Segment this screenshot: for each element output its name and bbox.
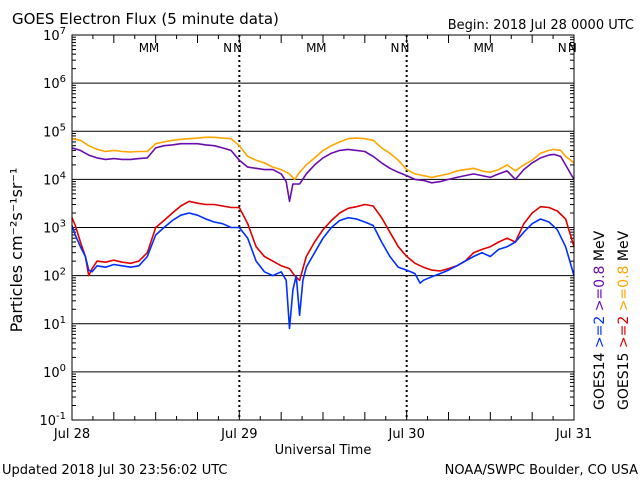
legend-entry: >=0.8 bbox=[616, 266, 632, 316]
legend-entry: MeV bbox=[616, 230, 632, 265]
updated-label: Updated 2018 Jul 30 23:56:02 UTC bbox=[2, 463, 227, 478]
chart-title: GOES Electron Flux (5 minute data) bbox=[12, 10, 279, 28]
x-tick-label: Jul 29 bbox=[220, 427, 257, 442]
y-tick-label: 103 bbox=[43, 219, 66, 237]
y-tick-label: 107 bbox=[43, 26, 66, 44]
begin-label: Begin: 2018 Jul 28 0000 UTC bbox=[448, 18, 634, 33]
mn-marker: M bbox=[483, 41, 493, 55]
legend-entry: >=0.8 bbox=[592, 266, 608, 316]
legend-entry: GOES14 bbox=[592, 352, 608, 410]
series-line bbox=[71, 212, 575, 330]
mn-marker: M bbox=[473, 41, 483, 55]
y-tick-label: 106 bbox=[43, 74, 66, 92]
series-line bbox=[71, 142, 575, 203]
plot-frame bbox=[71, 34, 575, 421]
legend-entry: GOES15 bbox=[616, 353, 632, 410]
y-tick-label: 105 bbox=[43, 122, 66, 140]
mn-marker: N bbox=[401, 41, 410, 55]
mn-marker: M bbox=[139, 41, 149, 55]
legend-goes15: GOES15 >=2 >=0.8 MeV bbox=[616, 230, 632, 410]
mn-marker: M bbox=[306, 41, 316, 55]
y-axis-label: Particles cm⁻²s⁻¹sr⁻¹ bbox=[7, 168, 26, 333]
y-tick-label: 100 bbox=[43, 363, 66, 381]
legend-entry: >=2 bbox=[616, 316, 632, 353]
y-tick-label: 101 bbox=[43, 315, 66, 333]
legend-entry: >=2 bbox=[592, 316, 608, 353]
x-tick-label: Jul 28 bbox=[53, 427, 90, 442]
credit-label: NOAA/SWPC Boulder, CO USA bbox=[445, 463, 638, 478]
mn-marker: N bbox=[223, 41, 232, 55]
mn-marker: N bbox=[233, 41, 242, 55]
x-tick-label: Jul 30 bbox=[387, 427, 424, 442]
mn-marker: M bbox=[149, 41, 159, 55]
series-layer bbox=[71, 136, 575, 330]
series-line bbox=[71, 200, 575, 282]
x-tick-labels: Jul 28 Jul 29 Jul 30 Jul 31 bbox=[53, 427, 592, 442]
mn-marker: M bbox=[316, 41, 326, 55]
series-line bbox=[71, 136, 575, 181]
mn-marker: N bbox=[558, 41, 567, 55]
x-axis-label: Universal Time bbox=[275, 443, 372, 458]
y-tick-label: 104 bbox=[43, 170, 66, 188]
mn-marker: N bbox=[390, 41, 399, 55]
y-tick-label: 102 bbox=[43, 267, 66, 285]
grid-lines bbox=[72, 35, 574, 420]
mn-marker: N bbox=[568, 41, 577, 55]
legend-goes14: GOES14 >=2 >=0.8 MeV bbox=[592, 230, 608, 410]
x-tick-label: Jul 31 bbox=[555, 427, 592, 442]
legend-entry: MeV bbox=[592, 230, 608, 265]
